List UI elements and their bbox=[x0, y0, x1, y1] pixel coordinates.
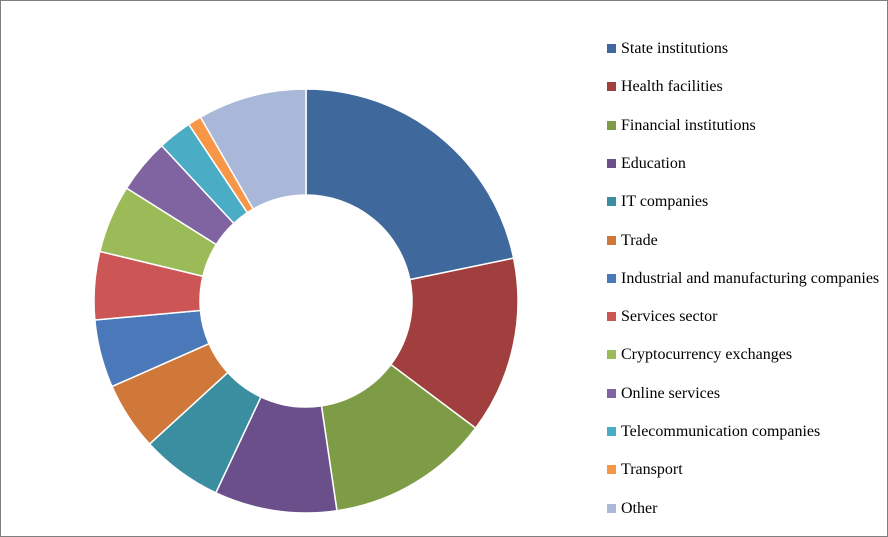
legend-label: Financial institutions bbox=[621, 116, 756, 134]
legend-label: Transport bbox=[621, 461, 683, 479]
legend-swatch bbox=[607, 82, 616, 92]
legend-label: Education bbox=[621, 154, 686, 172]
legend-label: Online services bbox=[621, 384, 721, 402]
donut-slices bbox=[93, 88, 519, 514]
legend-label: Services sector bbox=[621, 308, 718, 326]
legend-swatch bbox=[607, 312, 616, 322]
chart-legend: State institutions Health facilities Finan… bbox=[607, 1, 885, 536]
donut-slice-state-institutions bbox=[305, 88, 515, 281]
legend-swatch bbox=[607, 465, 616, 475]
legend-swatch bbox=[607, 44, 616, 53]
legend-label: Telecommunication companies bbox=[621, 423, 821, 440]
legend-swatch bbox=[607, 158, 616, 168]
legend-label: Health facilities bbox=[621, 78, 723, 96]
legend-label: Other bbox=[621, 499, 658, 517]
legend-swatch bbox=[607, 503, 616, 513]
legend-swatch bbox=[607, 273, 616, 283]
donut-chart bbox=[93, 88, 519, 514]
legend-swatch bbox=[607, 120, 616, 130]
legend-label: Trade bbox=[621, 231, 658, 249]
legend-label: IT companies bbox=[621, 193, 709, 211]
legend-swatch bbox=[607, 197, 616, 207]
legend-label: State institutions bbox=[621, 40, 729, 57]
legend-swatch bbox=[607, 388, 616, 398]
legend-swatch bbox=[607, 235, 616, 245]
legend-label: Industrial and manufacturing companies bbox=[621, 269, 880, 287]
legend-swatch bbox=[607, 427, 616, 436]
donut-slice-other bbox=[199, 88, 307, 211]
legend-swatch bbox=[607, 350, 616, 360]
legend-label: Cryptocurrency exchanges bbox=[621, 346, 793, 364]
